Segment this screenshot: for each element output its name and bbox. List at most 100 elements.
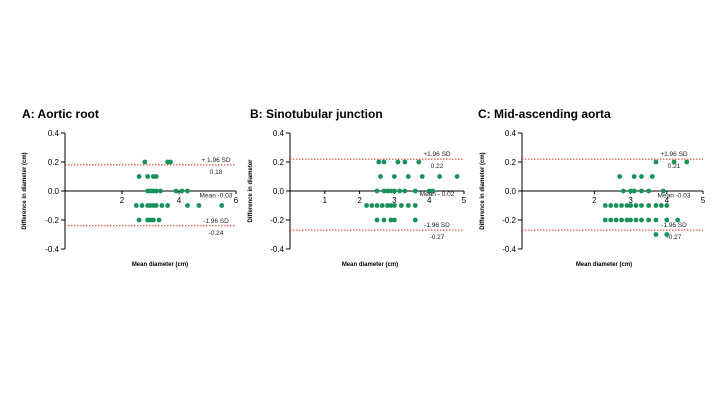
chart-2-point [646, 203, 652, 208]
chart-0-upper-sd-value: 0.18 [210, 169, 223, 176]
chart-1-point [392, 188, 397, 194]
chart-2-point [602, 217, 608, 223]
chart-0-point [196, 203, 202, 208]
chart-0-mean-label: Mean -0.03 [200, 192, 233, 199]
chart-2-point [646, 188, 652, 194]
chart-1-point [369, 203, 375, 208]
chart-2-upper-sd-value: 0.21 [668, 163, 681, 170]
chart-1-point [364, 203, 369, 208]
chart-1-point [376, 159, 382, 165]
chart-2-point [631, 188, 637, 194]
chart-0-point [153, 174, 159, 179]
chart-2-point [658, 203, 664, 208]
chart-2-x-axis-label: Mean diameter (cm) [576, 262, 632, 268]
chart-1-mean-label: Mean - 0.02 [420, 191, 455, 198]
chart-2-x-tick-label: 5 [701, 196, 706, 205]
chart-2-point [624, 217, 630, 223]
chart-2-point [653, 159, 659, 165]
chart-2-point [653, 232, 659, 237]
chart-0-point [158, 188, 163, 194]
chart-0-point [219, 203, 225, 208]
chart-0: A: Aortic root 0.4 0.2 0.0 -0.2 -0.4 2 4 6 + 1.96… [22, 107, 239, 268]
chart-1-upper-sd-value: 0.22 [431, 163, 444, 170]
chart-2-point [653, 203, 659, 208]
chart-0-lower-sd-value: -0.24 [209, 230, 224, 237]
chart-2-y-tick-label: 0.4 [505, 129, 517, 138]
chart-2-point [664, 203, 670, 208]
chart-1-point [388, 203, 394, 208]
chart-2-point [646, 217, 652, 223]
chart-1-y-tick-label: 0.0 [273, 187, 285, 196]
chart-2-point [660, 188, 666, 194]
chart-0-x-axis-label: Mean diameter (cm) [132, 262, 188, 268]
chart-2-lower-sd-label: -1.96 SD [661, 222, 687, 229]
chart-1-point [374, 203, 380, 208]
chart-0-point [156, 217, 162, 223]
chart-0-y-tick-label: -0.2 [45, 216, 59, 225]
chart-1-point [397, 188, 403, 194]
chart-0-point [142, 159, 148, 165]
chart-1-title: B: Sinotubular junction [250, 107, 383, 121]
chart-0-point [153, 203, 159, 208]
chart-1-point [398, 203, 404, 208]
chart-2-point [631, 174, 637, 179]
chart-1-point [374, 188, 380, 194]
chart-2-point [628, 217, 633, 223]
chart-2-upper-sd-label: +1.96 SD [660, 151, 688, 158]
chart-2-point [617, 174, 623, 179]
chart-1-point [388, 217, 394, 223]
chart-1-y-axis-label: Difference in diameter [248, 159, 254, 223]
chart-1-y-tick-label: 0.4 [273, 129, 285, 138]
chart-0-x-tick-label: 2 [120, 196, 125, 205]
chart-1-point [430, 188, 436, 194]
chart-2-point [639, 174, 644, 179]
chart-2-point [633, 217, 639, 223]
chart-2-title: C: Mid-ascending aorta [478, 107, 611, 121]
chart-2-point [602, 203, 608, 208]
chart-2-x-tick-label: 2 [592, 196, 597, 205]
chart-0-y-tick-label: -0.4 [45, 245, 59, 254]
chart-2-x-tick-label: 4 [665, 196, 670, 205]
chart-0-y-tick-label: 0.2 [48, 158, 60, 167]
chart-1-point [395, 159, 401, 165]
chart-1: B: Sinotubular junction 0.4 0.2 0.0 -0.2 -0.4… [248, 107, 467, 268]
chart-2-point [649, 174, 655, 179]
chart-1-x-axis-label: Mean diameter (cm) [342, 262, 398, 268]
chart-2-point [675, 217, 681, 223]
chart-1-point [392, 203, 397, 208]
chart-0-y-tick-label: 0.0 [48, 187, 60, 196]
chart-2-point [620, 188, 626, 194]
chart-2-x-tick-label: 3 [628, 196, 633, 205]
chart-1-point [412, 217, 418, 223]
chart-2-point [619, 217, 624, 223]
chart-1-point [402, 188, 408, 194]
chart-2-lower-sd-value: -0.27 [667, 234, 682, 241]
chart-0-lower-sd-label: -1.96 SD [203, 218, 229, 225]
chart-2-point [653, 217, 659, 223]
chart-2: C: Mid-ascending aorta 0.4 0.2 0.0 -0.2 -0.4 2… [478, 107, 706, 268]
chart-1-x-tick-label: 2 [357, 196, 362, 205]
chart-0-point [185, 203, 190, 208]
chart-1-y-tick-label: 0.2 [273, 158, 285, 167]
chart-0-point [173, 188, 179, 194]
chart-2-point [628, 188, 633, 194]
chart-0-x-tick-label: 6 [234, 196, 239, 205]
chart-2-y-tick-label: -0.4 [502, 245, 516, 254]
chart-1-point [416, 159, 422, 165]
chart-0-point [165, 203, 171, 208]
chart-2-mean-label: Mean -0.03 [658, 192, 691, 199]
chart-2-y-tick-label: -0.2 [502, 216, 516, 225]
chart-2-point [613, 217, 619, 223]
chart-0-upper-sd-label: + 1.96 SD [201, 157, 230, 164]
chart-1-point [412, 203, 418, 208]
chart-0-x-tick-label: 4 [177, 196, 182, 205]
chart-0-y-tick-label: 0.4 [48, 129, 60, 138]
chart-2-point [628, 203, 633, 208]
chart-0-point [153, 188, 159, 194]
chart-1-point [405, 174, 411, 179]
chart-1-y-tick-label: -0.2 [270, 216, 284, 225]
chart-1-point [426, 188, 432, 194]
chart-0-point [150, 217, 156, 223]
chart-1-point [378, 174, 383, 179]
